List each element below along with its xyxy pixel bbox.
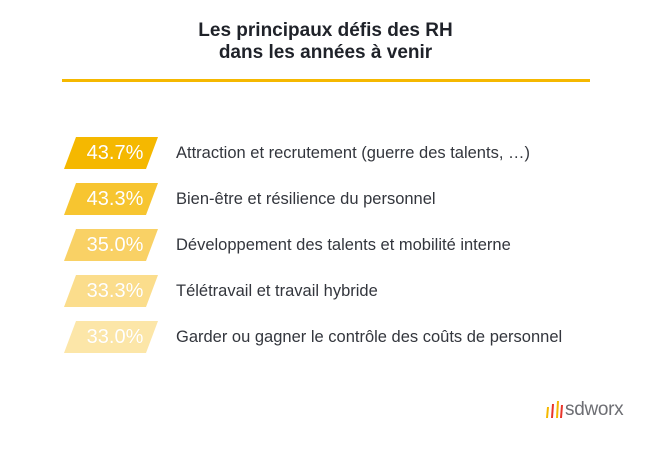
value-badge: 43.3% [64,183,158,215]
value-label: 43.7% [86,142,144,164]
value-label: 43.3% [86,188,144,210]
category-label: Bien-être et résilience du personnel [176,190,436,208]
value-label: 33.0% [86,326,144,348]
chart-title-line-2: dans les années à venir [218,42,433,63]
value-badge-bar [64,229,158,261]
chart-title-line-1: Les principaux défis des RH [198,20,453,41]
value-label: 33.3% [86,280,144,302]
value-badge: 33.0% [64,321,158,353]
sdworx-logo-text: sdworx [565,399,624,420]
value-badge-shape [64,229,158,261]
value-badge-bar [64,275,158,307]
sdworx-logo-icon [546,401,563,418]
value-badge-bar [64,137,158,169]
value-badge-bar [64,183,158,215]
chart-row: 33.0% Garder ou gagner le contrôle des co… [0,321,651,353]
chart-row: 43.7% Attraction et recrutement (guerre d… [0,137,651,169]
chart-title: Les principaux défis des RH dans les ann… [0,20,651,64]
value-badge-shape [64,137,158,169]
sdworx-logo: sdworx [543,398,633,422]
value-label: 35.0% [86,234,144,256]
value-badge-shape [64,183,158,215]
value-badge: 33.3% [64,275,158,307]
value-badge-shape [64,275,158,307]
chart-row: 35.0% Développement des talents et mobili… [0,229,651,261]
value-badge-shape [64,321,158,353]
value-badge-bar [64,321,158,353]
category-label: Télétravail et travail hybride [176,282,378,300]
title-divider [62,79,590,82]
chart-row: 43.3% Bien-être et résilience du personne… [0,183,651,215]
category-label: Développement des talents et mobilité in… [176,236,511,254]
category-label: Garder ou gagner le contrôle des coûts d… [176,328,563,346]
chart-row: 33.3% Télétravail et travail hybride [0,275,651,307]
value-badge: 43.7% [64,137,158,169]
value-badge: 35.0% [64,229,158,261]
category-label: Attraction et recrutement (guerre des ta… [176,144,530,162]
